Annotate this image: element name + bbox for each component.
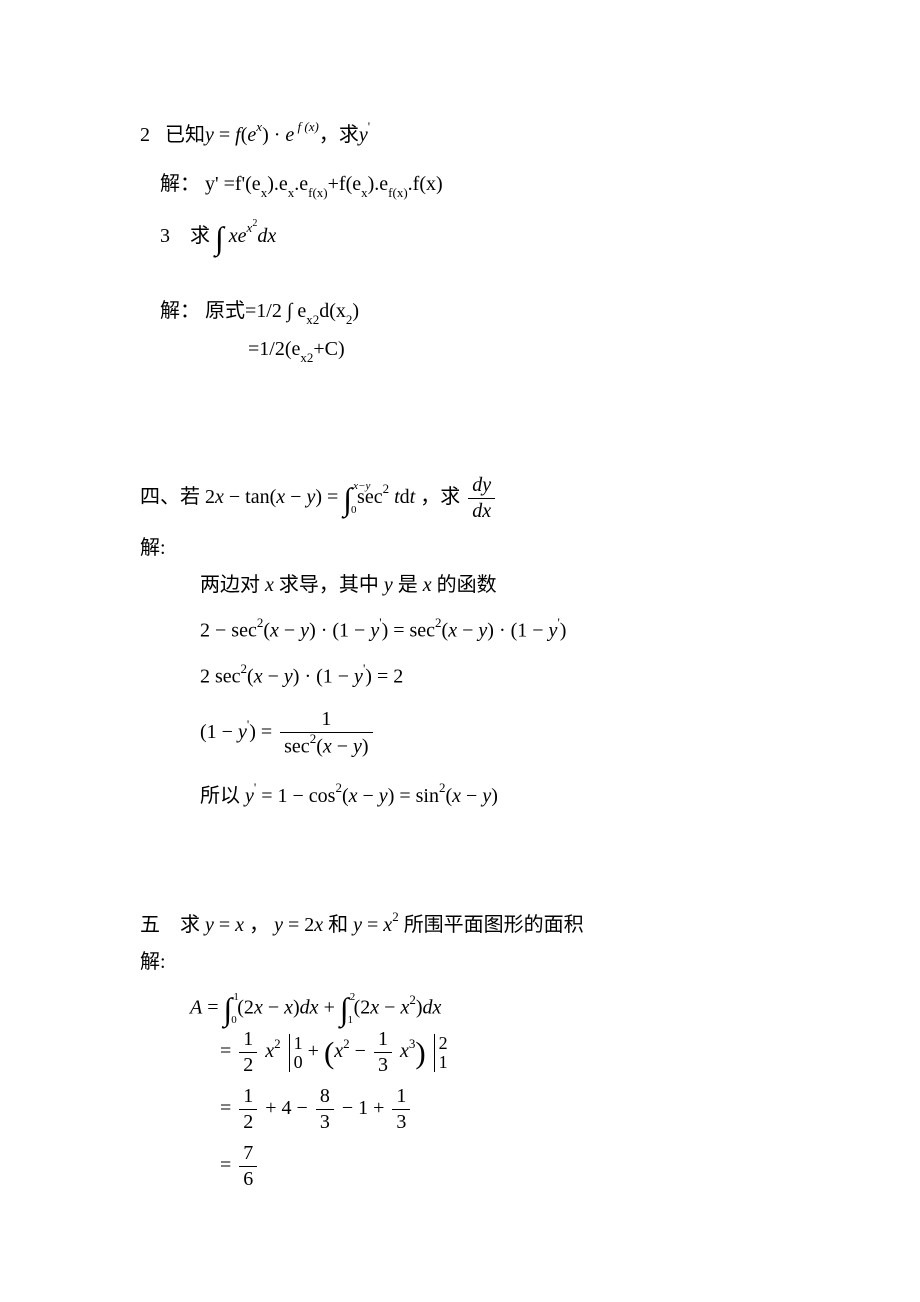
problem-3-sol: 解： 原式=1/2 ∫ ex2d(x2) <box>140 294 780 326</box>
problem-4-step3: (1 − y') = 1sec2(x − y) <box>140 708 780 759</box>
problem-2-prompt: 2 已知y = f(ex) · e f (x)，求y' <box>140 118 780 147</box>
problem-4-step0: 两边对 x 求导，其中 y 是 x 的函数 <box>140 568 780 597</box>
problem-3-prompt: 3 求 ∫ xex2dx <box>140 219 780 249</box>
problem-4-step2: 2 sec2(x − y) · (1 − y') = 2 <box>140 663 780 689</box>
problem-5-line4: = 76 <box>140 1142 780 1191</box>
problem-2-sol: 解： y' =f'(ex).ex.ef(x)+f(ex).ef(x).f(x) <box>140 167 780 199</box>
problem-5-prompt: 五 求 y = x ， y = 2x 和 y = x2 所围平面图形的面积 <box>140 908 780 937</box>
problem-5-line2: = 12 x2 10 + (x2 − 13 x3) 21 <box>140 1028 780 1077</box>
problem-5-sol-label: 解: <box>140 945 780 974</box>
problem-4-step1: 2 − sec2(x − y) · (1 − y') = sec2(x − y)… <box>140 617 780 643</box>
problem-5-A: A = ∫10 (2x − x)dx + ∫21 (2x − x2)dx <box>140 994 780 1021</box>
problem-2-number: 2 <box>140 124 150 146</box>
problem-5-line3: = 12 + 4 − 83 − 1 + 13 <box>140 1085 780 1134</box>
problem-4-sol-label: 解: <box>140 531 780 560</box>
problem-3-sol-2: =1/2(ex2+C) <box>140 338 780 364</box>
problem-4-step4: 所以 y' = 1 − cos2(x − y) = sin2(x − y) <box>140 779 780 808</box>
problem-4-prompt: 四、若 2x − tan(x − y) = ∫x−y0 sec2 tdt ，求 … <box>140 474 780 523</box>
